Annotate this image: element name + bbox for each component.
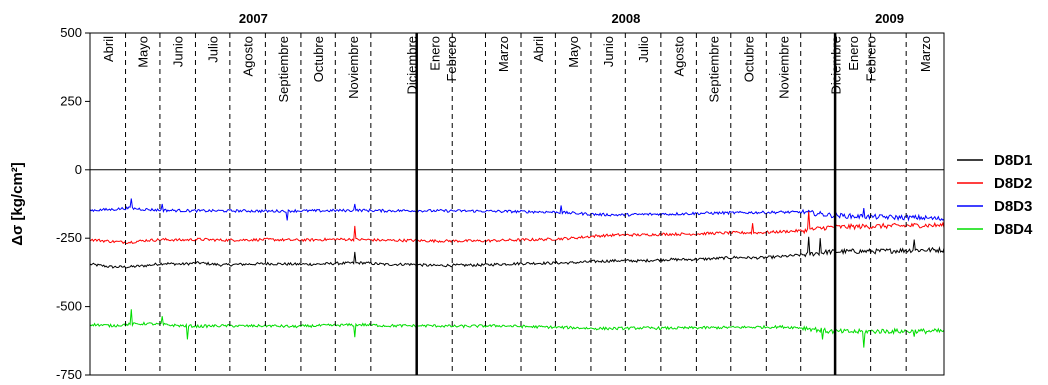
month-label: Octubre (311, 36, 326, 82)
y-tick-label: -500 (56, 299, 82, 314)
month-label: Mayo (566, 36, 581, 68)
month-label: Diciembre (405, 36, 420, 95)
month-label: Septiembre (276, 36, 291, 102)
month-label: Noviembre (346, 36, 361, 99)
month-label: Febrero (864, 36, 879, 82)
month-label: Febrero (444, 36, 459, 82)
legend-label: D8D1 (994, 152, 1032, 169)
year-label: 2007 (239, 11, 268, 26)
legend-label: D8D4 (994, 221, 1033, 238)
plot-border (89, 32, 945, 376)
y-tick-label: -250 (56, 230, 82, 245)
series-layer (89, 198, 945, 348)
y-axis: 500 250 0 -250 -500 -750 (56, 25, 90, 382)
month-label: Julio (206, 36, 221, 63)
month-labels: Abril Mayo Junio Julio Agosto Septiembre Octub… (101, 36, 933, 103)
y-tick-label: -750 (56, 367, 82, 382)
month-label: Marzo (918, 36, 933, 72)
series-line-d8d1 (89, 236, 945, 269)
month-label: Marzo (496, 36, 511, 72)
month-label: Enero (846, 36, 861, 71)
legend-label: D8D2 (994, 175, 1032, 192)
year-labels: 2007 2008 2009 (239, 11, 904, 26)
month-label: Septiembre (707, 36, 722, 102)
month-label: Mayo (136, 36, 151, 68)
month-label: Julio (636, 36, 651, 63)
y-axis-label: Δσ [kg/cm²] (9, 162, 26, 246)
month-label: Agosto (672, 36, 687, 76)
month-label: Abril (101, 36, 116, 62)
legend: D8D1 D8D2 D8D3 D8D4 (957, 152, 1033, 238)
year-label: 2009 (875, 11, 904, 26)
series-line-d8d4 (89, 309, 945, 348)
month-label: Junio (171, 36, 186, 67)
plot-frame (89, 32, 945, 376)
year-label: 2008 (611, 11, 640, 26)
y-tick-label: 500 (60, 25, 82, 40)
month-label: Agosto (241, 36, 256, 76)
month-label: Abril (531, 36, 546, 62)
y-tick-label: 250 (60, 93, 82, 108)
y-tick-label: 0 (75, 162, 82, 177)
legend-label: D8D3 (994, 198, 1032, 215)
month-label: Junio (601, 36, 616, 67)
month-label: Octubre (742, 36, 757, 82)
month-label: Enero (428, 36, 443, 71)
month-label: Diciembre (829, 36, 844, 95)
series-line-d8d2 (89, 210, 945, 245)
series-line-d8d3 (89, 198, 945, 222)
month-label: Noviembre (777, 36, 792, 99)
